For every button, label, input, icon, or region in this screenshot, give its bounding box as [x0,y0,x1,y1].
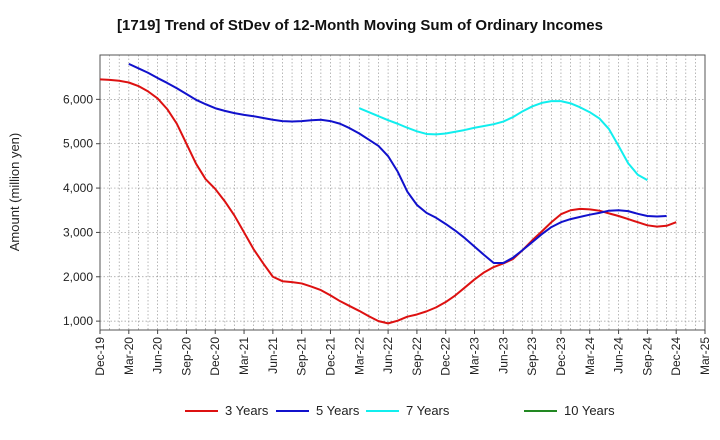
x-axis-ticks: Dec-19 Mar-20 Jun-20 Sep-20 Dec-20 Mar-21 Jun-… [93,330,712,376]
x-tick-label: Mar-20 [122,337,136,375]
legend: 3 Years 5 Years 7 Years 10 Years [185,403,615,418]
y-tick-label: 3,000 [63,225,93,239]
y-tick-label: 2,000 [63,270,93,284]
series-line-7-years [358,100,648,181]
series-line-3-years [99,78,677,325]
x-tick-label: Jun-21 [266,337,280,374]
x-tick-label: Dec-24 [669,337,683,376]
x-tick-label: Sep-22 [410,337,424,376]
legend-label: 3 Years [225,403,269,418]
x-tick-label: Dec-22 [439,337,453,376]
x-tick-label: Jun-22 [381,337,395,374]
x-tick-label: Sep-21 [295,337,309,376]
x-tick-label: Mar-23 [468,337,482,375]
series-layer [99,62,677,325]
x-tick-label: Jun-23 [496,337,510,374]
legend-label: 5 Years [316,403,360,418]
grid [100,55,705,330]
x-tick-label: Jun-24 [612,337,626,374]
y-tick-label: 5,000 [63,137,93,151]
x-tick-label: Mar-22 [352,337,366,375]
x-tick-label: Dec-21 [323,337,337,376]
x-tick-label: Mar-25 [698,337,712,375]
y-tick-label: 6,000 [63,92,93,106]
y-tick-label: 4,000 [63,181,93,195]
y-axis-label: Amount (million yen) [7,133,22,252]
chart-title: [1719] Trend of StDev of 12-Month Moving… [117,17,603,34]
x-tick-label: Sep-23 [525,337,539,376]
y-axis-ticks: 1,000 2,000 3,000 4,000 5,000 6,000 [63,92,100,328]
x-tick-label: Dec-20 [208,337,222,376]
x-tick-label: Jun-20 [151,337,165,374]
plot-frame [99,54,706,331]
legend-label: 10 Years [564,403,615,418]
series-line-5-years [128,62,667,265]
x-tick-label: Sep-20 [179,337,193,376]
x-tick-label: Dec-19 [93,337,107,376]
x-tick-label: Sep-24 [640,337,654,376]
x-tick-label: Dec-23 [554,337,568,376]
y-tick-label: 1,000 [63,314,93,328]
legend-label: 7 Years [406,403,450,418]
x-tick-label: Mar-24 [583,337,597,375]
x-tick-label: Mar-21 [237,337,251,375]
